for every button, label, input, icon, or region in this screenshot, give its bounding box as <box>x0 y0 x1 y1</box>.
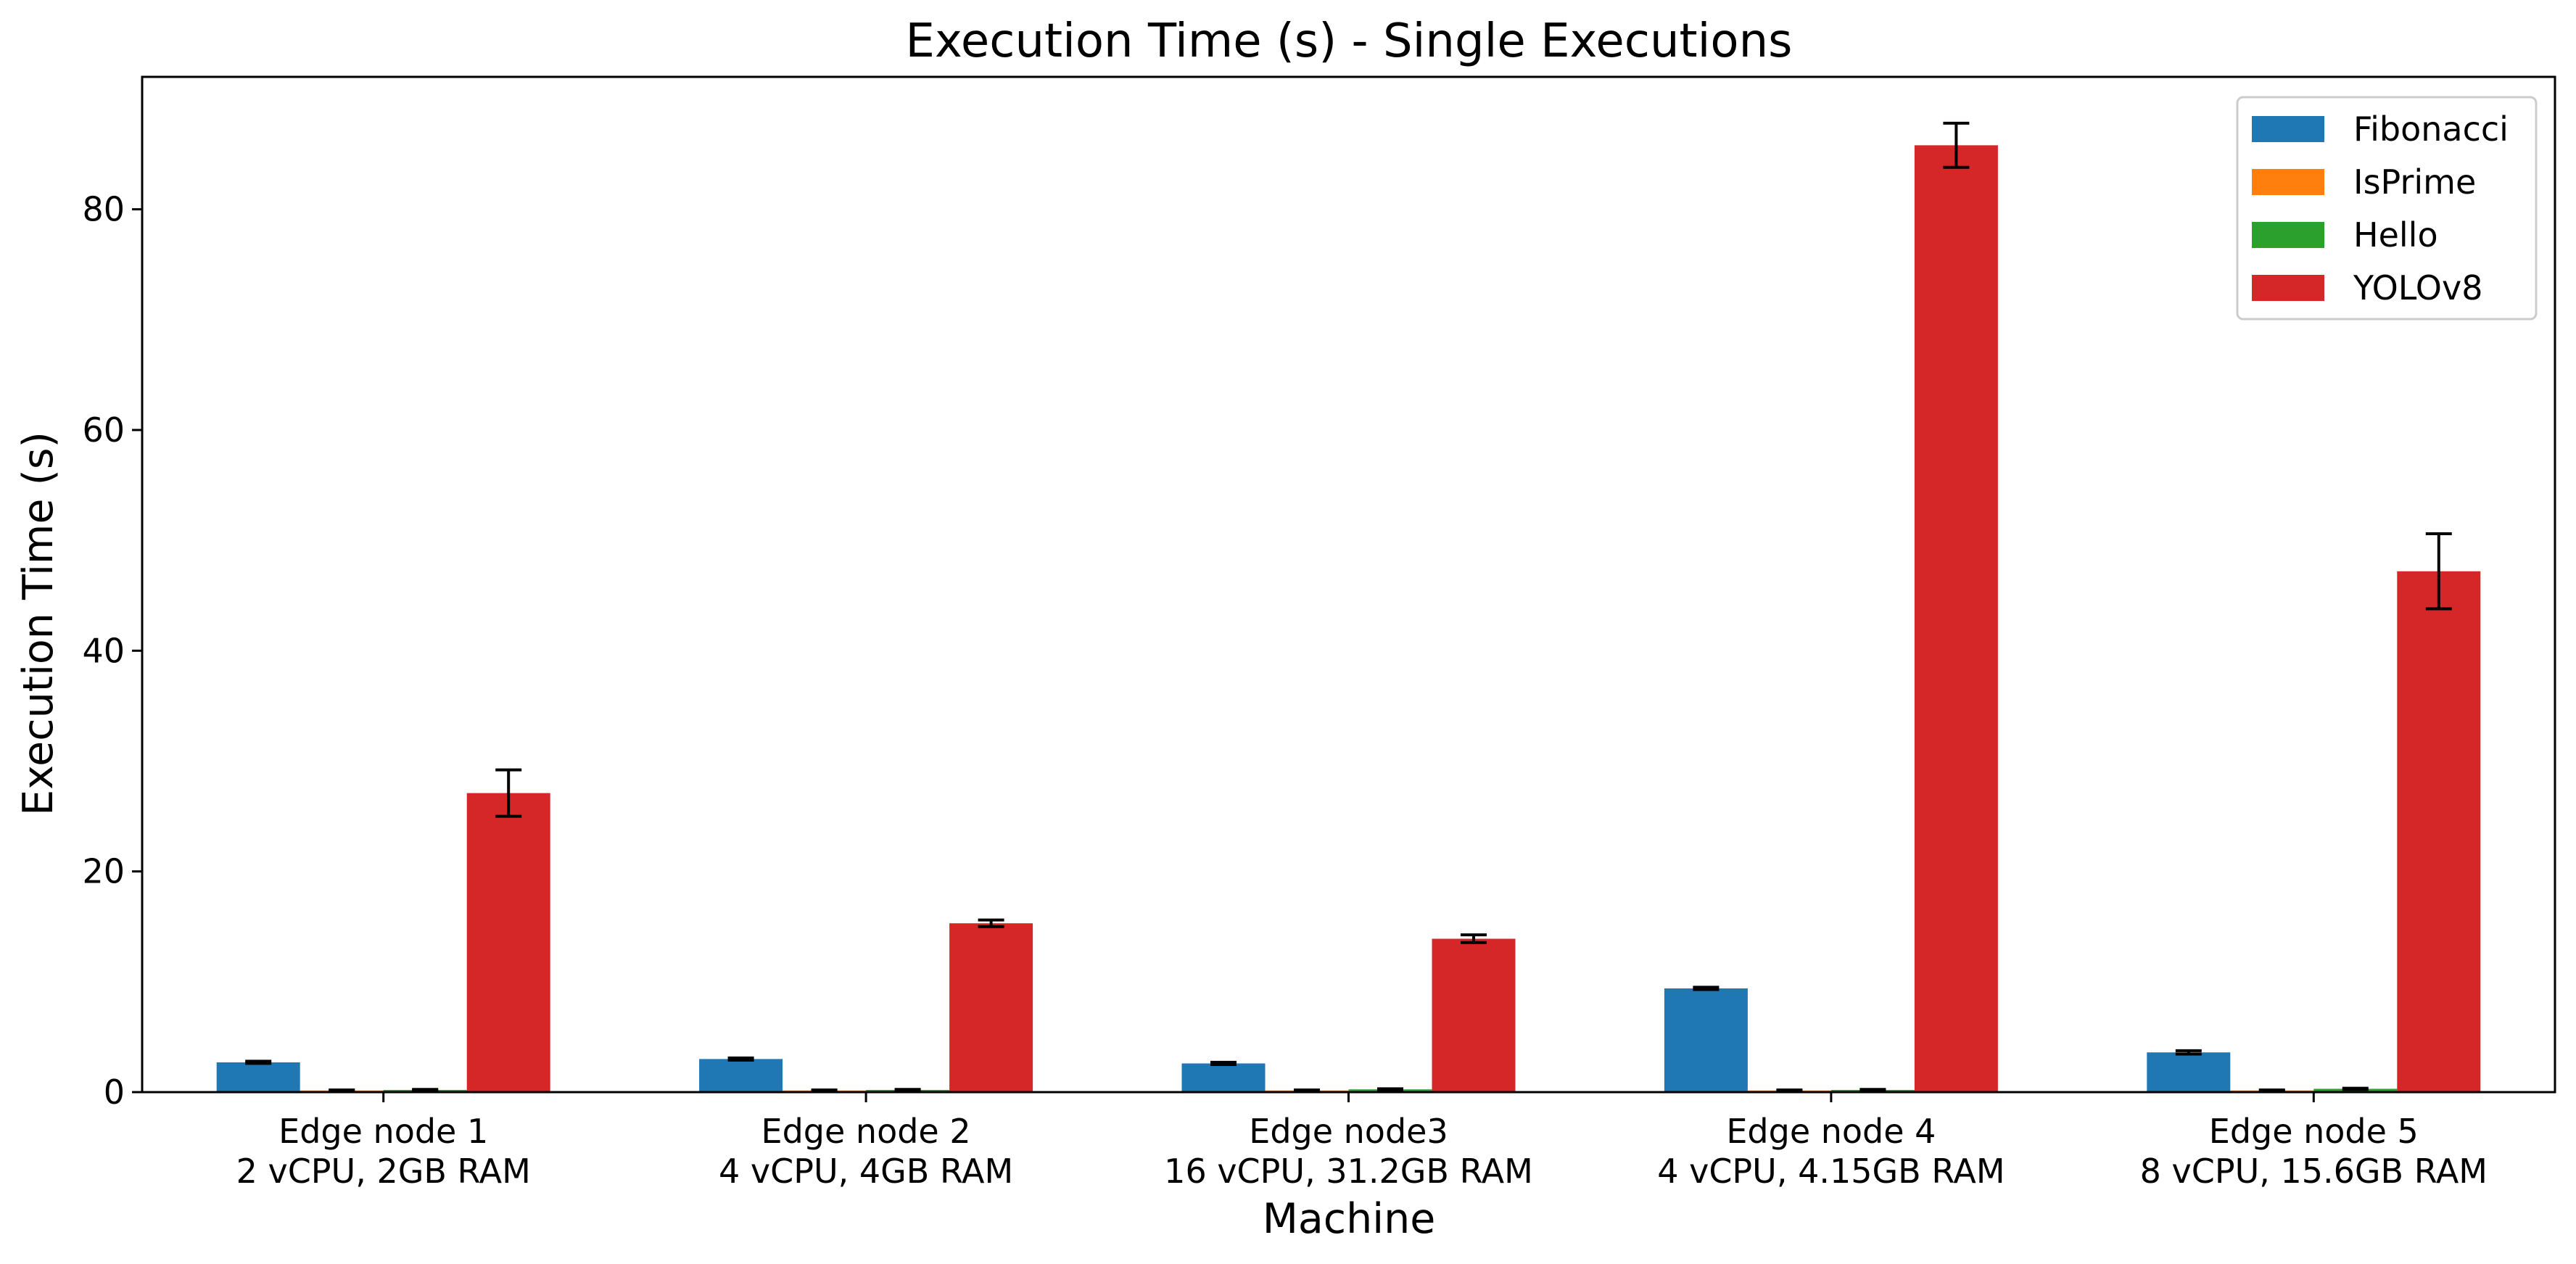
bar-yolov8-3 <box>1432 938 1516 1092</box>
error-bar-fibonacci-4 <box>1693 986 1720 991</box>
x-tick-label-spec: 8 vCPU, 15.6GB RAM <box>2140 1152 2488 1191</box>
legend-label-isprime: IsPrime <box>2353 162 2476 202</box>
legend-label-yolov8: YOLOv8 <box>2353 268 2482 307</box>
bar-yolov8-1 <box>466 793 550 1092</box>
legend-swatch-fibonacci <box>2252 116 2324 142</box>
y-tick-label: 40 <box>82 631 125 670</box>
y-tick-label: 80 <box>82 190 125 229</box>
error-bar-hello-4 <box>1859 1088 1886 1092</box>
plot-area: 0 20 40 60 80 Edge node 12 vCPU, 2GB RAM Edge … <box>82 75 2556 1191</box>
y-tick-label: 20 <box>82 852 125 891</box>
legend-swatch-isprime <box>2252 169 2324 195</box>
error-bar-yolov8-1 <box>495 768 522 818</box>
legend-swatch-hello <box>2252 222 2324 248</box>
legend-swatch-yolov8 <box>2252 275 2324 301</box>
error-bar-yolov8-5 <box>2425 532 2452 611</box>
error-bar-isprime-1 <box>329 1088 355 1093</box>
y-tick-label: 60 <box>82 410 125 450</box>
x-tick-label-name: Edge node 1 <box>278 1112 488 1151</box>
error-bar-fibonacci-3 <box>1210 1060 1237 1066</box>
bar-yolov8-2 <box>949 923 1033 1092</box>
bar-fibonacci-5 <box>2147 1052 2231 1092</box>
error-bar-hello-2 <box>894 1088 921 1092</box>
legend-label-hello: Hello <box>2353 215 2438 255</box>
bar-fibonacci-3 <box>1181 1063 1266 1092</box>
x-tick-label-spec: 4 vCPU, 4.15GB RAM <box>1657 1152 2005 1191</box>
bar-fibonacci-4 <box>1664 988 1748 1092</box>
error-bar-isprime-3 <box>1294 1088 1320 1093</box>
x-tick-label-name: Edge node 2 <box>761 1112 971 1151</box>
x-tick-label-name: Edge node 5 <box>2209 1112 2419 1151</box>
legend: Fibonacci IsPrime Hello YOLOv8 <box>2236 96 2538 321</box>
y-axis-label: Execution Time (s) <box>15 431 62 816</box>
error-bar-yolov8-3 <box>1461 933 1487 944</box>
error-bar-fibonacci-5 <box>2175 1049 2202 1056</box>
chart-title: Execution Time (s) - Single Executions <box>906 15 1793 68</box>
error-bar-hello-5 <box>2342 1086 2369 1091</box>
legend-label-fibonacci: Fibonacci <box>2353 110 2509 149</box>
error-bar-yolov8-2 <box>978 918 1004 928</box>
bar-fibonacci-1 <box>216 1062 300 1092</box>
x-tick-label-name: Edge node 4 <box>1726 1112 1936 1151</box>
bar-yolov8-5 <box>2397 571 2481 1092</box>
legend-frame <box>2236 96 2538 321</box>
x-tick-label-spec: 2 vCPU, 2GB RAM <box>236 1152 531 1191</box>
error-bar-isprime-5 <box>2258 1088 2285 1093</box>
error-bar-hello-3 <box>1377 1087 1403 1091</box>
x-tick-label-spec: 4 vCPU, 4GB RAM <box>719 1152 1013 1191</box>
y-tick-label: 0 <box>104 1073 125 1112</box>
x-tick-label-spec: 16 vCPU, 31.2GB RAM <box>1164 1152 1533 1191</box>
error-bar-fibonacci-2 <box>727 1056 754 1062</box>
bar-yolov8-4 <box>1914 145 1998 1093</box>
x-tick-label-name: Edge node3 <box>1249 1112 1448 1151</box>
error-bar-isprime-2 <box>811 1088 838 1093</box>
x-axis-label: Machine <box>1263 1195 1436 1243</box>
error-bar-hello-1 <box>412 1088 439 1092</box>
bar-fibonacci-2 <box>699 1059 783 1092</box>
error-bar-isprime-4 <box>1776 1088 1803 1093</box>
error-bar-fibonacci-1 <box>245 1059 272 1065</box>
error-bar-yolov8-4 <box>1943 121 1970 169</box>
